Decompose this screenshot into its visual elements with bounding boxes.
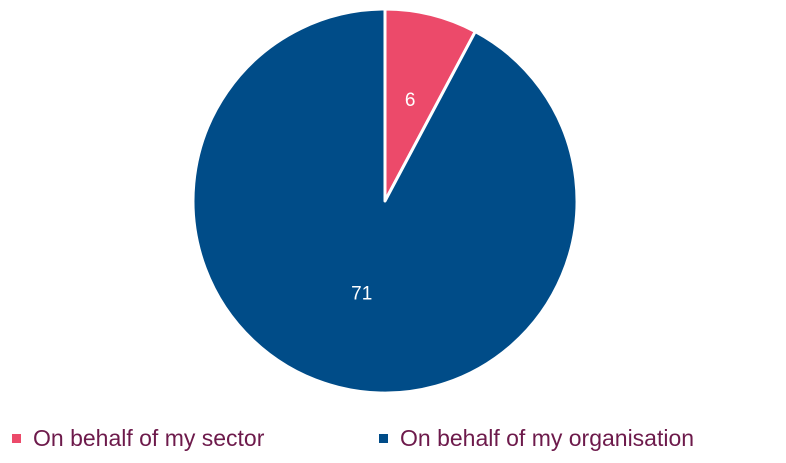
pie-slice-1 (191, 7, 579, 395)
legend-swatch-sector (12, 433, 21, 443)
legend-label-organisation: On behalf of my organisation (400, 424, 695, 451)
pie-slice-0 (383, 7, 477, 203)
legend-item-organisation: On behalf of my organisation (379, 418, 694, 458)
legend-swatch-organisation (379, 433, 388, 443)
pie-chart-svg: 6 71 (191, 7, 579, 395)
legend-item-sector: On behalf of my sector (12, 418, 264, 458)
pie-data-label-0: 6 (405, 90, 416, 111)
pie-data-label-1: 71 (351, 284, 372, 305)
chart-legend: On behalf of my sector On behalf of my o… (0, 418, 786, 463)
legend-label-sector: On behalf of my sector (33, 424, 265, 451)
